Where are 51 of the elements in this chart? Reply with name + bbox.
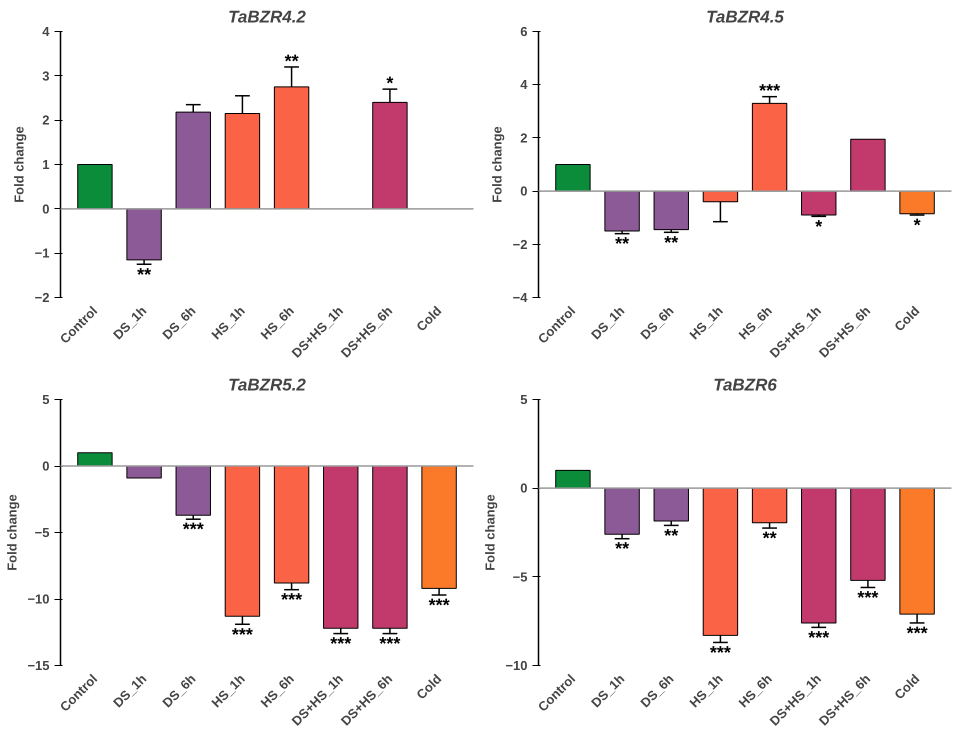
annotation: *** xyxy=(428,595,450,616)
y-tick-label: 0 xyxy=(42,458,50,474)
y-tick-label: −10 xyxy=(505,658,528,673)
y-tick-label: 1 xyxy=(42,157,50,172)
y-tick-label: 2 xyxy=(520,130,528,146)
annotation: ** xyxy=(664,232,678,252)
annotation: * xyxy=(914,215,921,236)
y-tick-label: −10 xyxy=(27,592,50,606)
chart-title: TaBZR5.2 xyxy=(228,376,306,394)
chart-title: TaBZR6 xyxy=(713,376,778,394)
annotation: *** xyxy=(710,642,731,662)
y-tick-label: −15 xyxy=(27,658,50,673)
annotation: ** xyxy=(284,50,299,71)
annotation: ** xyxy=(137,264,152,284)
chart-title: TaBZR4.2 xyxy=(228,8,306,26)
annotation: ** xyxy=(762,528,777,548)
annotation: ** xyxy=(615,538,630,559)
y-tick-label: 2 xyxy=(42,112,50,128)
annotation: *** xyxy=(857,587,878,608)
y-tick-label: 4 xyxy=(42,24,50,39)
annotation: *** xyxy=(759,80,780,101)
annotation: *** xyxy=(379,634,400,654)
annotation: * xyxy=(815,216,822,236)
annotation: * xyxy=(386,73,394,94)
y-tick-label: 0 xyxy=(520,480,528,496)
y-tick-label: −5 xyxy=(512,569,528,584)
y-tick-label: 6 xyxy=(520,24,528,39)
y-tick-label: 0 xyxy=(520,184,528,199)
annotation: ** xyxy=(615,234,630,254)
annotation: *** xyxy=(808,627,830,648)
y-tick-label: −2 xyxy=(34,290,50,305)
y-tick-label: −1 xyxy=(34,246,50,261)
y-axis-title: Fold change xyxy=(482,494,498,571)
y-tick-label: −2 xyxy=(512,236,528,252)
y-tick-label: 3 xyxy=(42,68,50,84)
y-axis-title: Fold change xyxy=(490,126,505,203)
annotation: *** xyxy=(906,622,928,643)
y-tick-label: 5 xyxy=(42,392,50,407)
annotation: *** xyxy=(330,634,352,654)
y-tick-label: 4 xyxy=(520,77,528,92)
annotation: *** xyxy=(281,590,302,610)
annotation: *** xyxy=(182,519,204,540)
y-axis-title: Fold change xyxy=(4,494,20,571)
y-tick-label: −5 xyxy=(34,525,50,540)
y-tick-label: −4 xyxy=(512,290,528,305)
annotation: *** xyxy=(232,624,253,644)
y-tick-label: 5 xyxy=(520,392,528,407)
chart-title: TaBZR4.5 xyxy=(706,8,784,26)
annotation: ** xyxy=(664,525,678,546)
y-axis-title: Fold change xyxy=(12,126,27,203)
y-tick-label: 0 xyxy=(42,201,50,216)
